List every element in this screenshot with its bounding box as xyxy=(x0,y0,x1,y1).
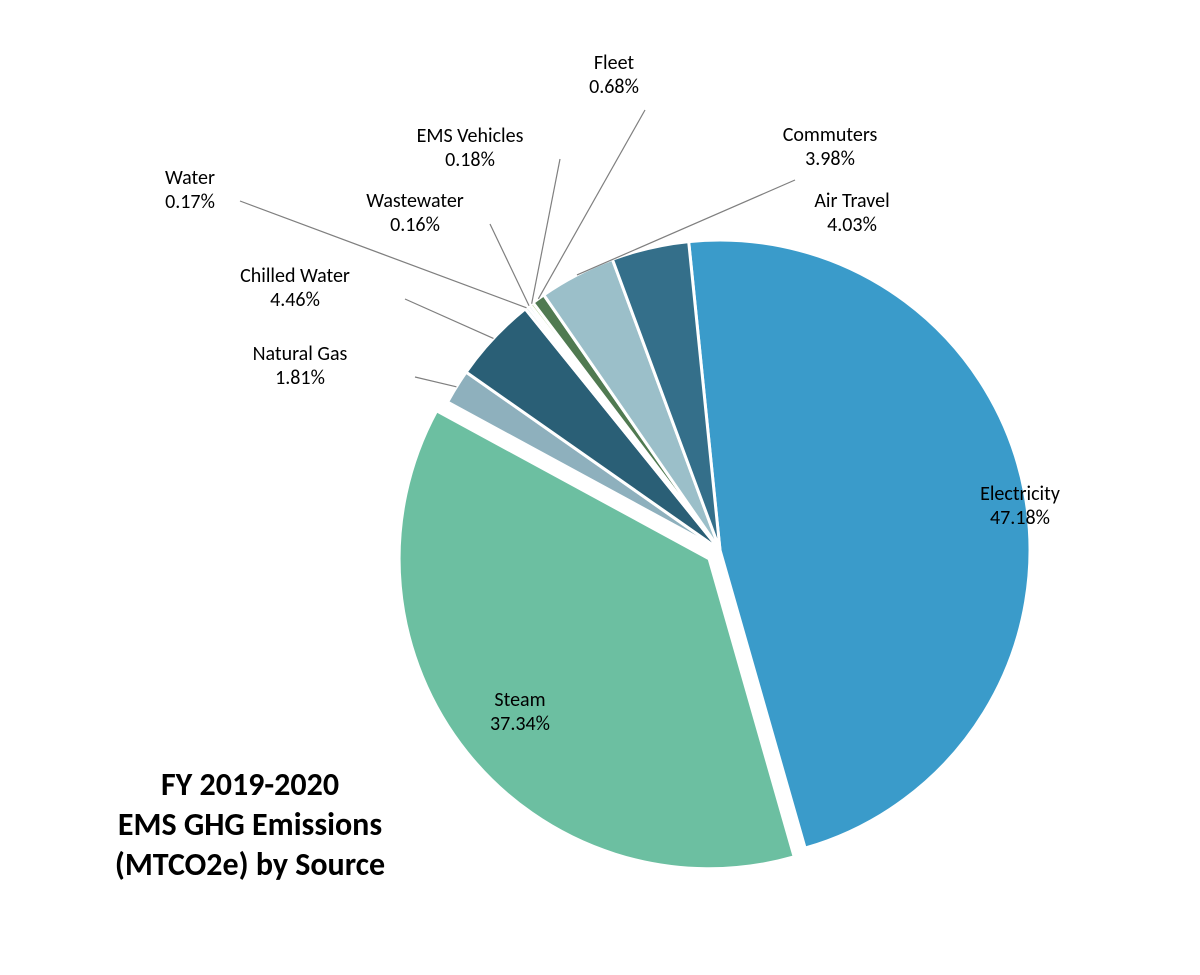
leader-line xyxy=(532,159,560,304)
leader-line xyxy=(405,299,493,338)
title-line-3: (MTCO2e) by Source xyxy=(115,845,385,884)
leader-line xyxy=(415,377,456,387)
title-line-1: FY 2019-2020 xyxy=(161,765,339,804)
chart-title: FY 2019-2020 EMS GHG Emissions (MTCO2e) … xyxy=(60,765,440,885)
leader-line xyxy=(490,224,529,306)
leader-line xyxy=(240,201,527,308)
pie-chart-container: FY 2019-2020 EMS GHG Emissions (MTCO2e) … xyxy=(0,0,1200,975)
title-line-2: EMS GHG Emissions xyxy=(118,805,382,844)
